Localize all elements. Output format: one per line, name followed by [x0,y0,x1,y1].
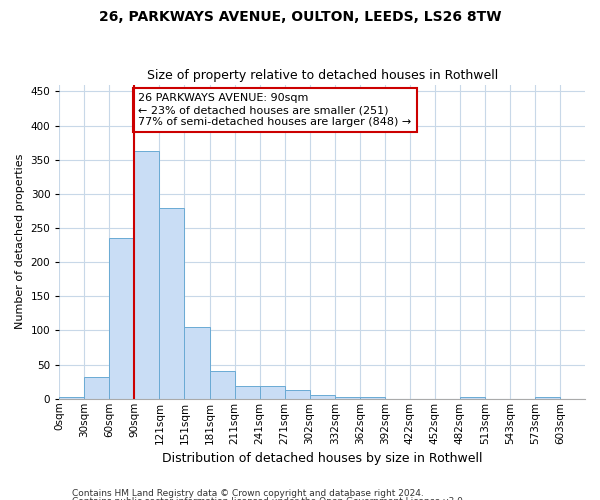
Bar [360,398,385,399]
Text: 26 PARKWAYS AVENUE: 90sqm
← 23% of detached houses are smaller (251)
77% of semi: 26 PARKWAYS AVENUE: 90sqm ← 23% of detac… [138,94,412,126]
Bar [59,396,85,399]
Bar [85,377,109,399]
Bar [209,372,235,399]
Bar [260,386,284,399]
Bar [284,390,310,399]
Text: 26, PARKWAYS AVENUE, OULTON, LEEDS, LS26 8TW: 26, PARKWAYS AVENUE, OULTON, LEEDS, LS26… [99,10,501,24]
Bar [335,396,360,399]
Y-axis label: Number of detached properties: Number of detached properties [15,154,25,330]
Bar [184,327,209,399]
Bar [235,386,260,399]
Title: Size of property relative to detached houses in Rothwell: Size of property relative to detached ho… [146,69,498,82]
Bar [160,208,184,399]
Bar [134,151,160,399]
Text: Contains HM Land Registry data © Crown copyright and database right 2024.: Contains HM Land Registry data © Crown c… [72,488,424,498]
Bar [460,398,485,399]
Bar [310,394,335,399]
Bar [535,396,560,399]
Bar [109,238,134,399]
X-axis label: Distribution of detached houses by size in Rothwell: Distribution of detached houses by size … [162,452,482,465]
Text: Contains public sector information licensed under the Open Government Licence v3: Contains public sector information licen… [72,497,466,500]
